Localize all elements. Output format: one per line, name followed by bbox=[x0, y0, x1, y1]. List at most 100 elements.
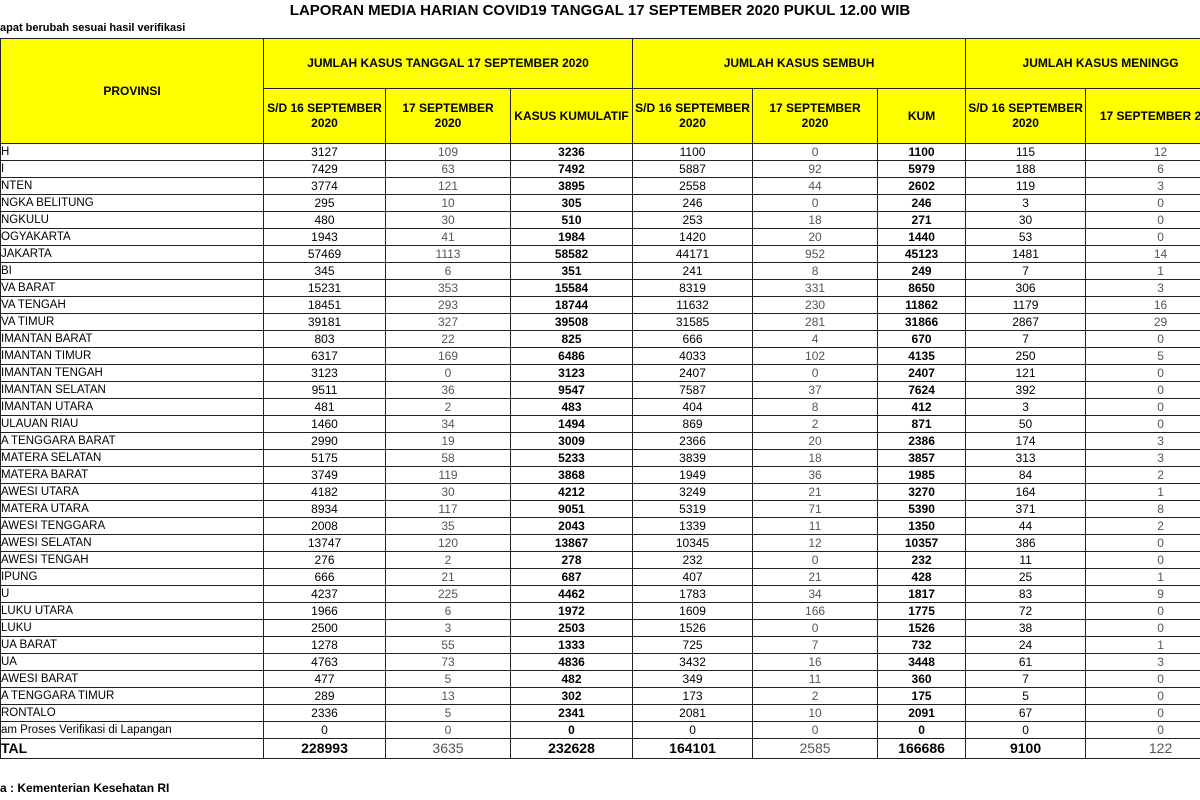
cell: 293 bbox=[385, 296, 511, 314]
cell: 1526 bbox=[632, 619, 754, 637]
cell: 5 bbox=[385, 670, 511, 688]
cell: 1984 bbox=[509, 228, 634, 246]
cell: 8 bbox=[752, 398, 879, 416]
cell: 3123 bbox=[509, 364, 634, 382]
cell: 1817 bbox=[877, 585, 967, 603]
cell: 4 bbox=[752, 330, 879, 348]
cell: 1 bbox=[1085, 262, 1200, 280]
cell: 0 bbox=[263, 721, 386, 739]
cell: 351 bbox=[509, 262, 634, 280]
cell: 1420 bbox=[632, 228, 754, 246]
province: IMANTAN UTARA bbox=[0, 398, 264, 416]
cell: 7624 bbox=[877, 381, 967, 399]
cell: 13867 bbox=[509, 534, 634, 552]
cell: 1966 bbox=[263, 602, 386, 620]
cell: 0 bbox=[1085, 619, 1200, 637]
cell: 4033 bbox=[632, 347, 754, 365]
cell: 10357 bbox=[877, 534, 967, 552]
cell: 6 bbox=[385, 262, 511, 280]
cell: 37 bbox=[752, 381, 879, 399]
cell: 2091 bbox=[877, 704, 967, 722]
cell: 407 bbox=[632, 568, 754, 586]
cell: 3432 bbox=[632, 653, 754, 671]
cell: 0 bbox=[1085, 721, 1200, 739]
cell: 1 bbox=[1085, 483, 1200, 501]
cell: 4763 bbox=[263, 653, 386, 671]
cell: 480 bbox=[263, 211, 386, 229]
cell: 2341 bbox=[509, 704, 634, 722]
cell: 353 bbox=[385, 279, 511, 297]
cell: 0 bbox=[752, 551, 879, 569]
cell: 1440 bbox=[877, 228, 967, 246]
column-header: S/D 16 SEPTEMBER 2020 bbox=[263, 88, 386, 144]
province: I bbox=[0, 160, 264, 178]
cell: 5 bbox=[1085, 347, 1200, 365]
cell: 4212 bbox=[509, 483, 634, 501]
cell: 10 bbox=[385, 194, 511, 212]
group-header: JUMLAH KASUS SEMBUH bbox=[632, 38, 967, 89]
province: H bbox=[0, 143, 264, 161]
column-header: 17 SEPTEMBER 2020 bbox=[1085, 88, 1200, 144]
cell: 0 bbox=[1085, 330, 1200, 348]
cell: 11 bbox=[752, 517, 879, 535]
cell: 483 bbox=[509, 398, 634, 416]
cell: 21 bbox=[752, 568, 879, 586]
cell: 2407 bbox=[877, 364, 967, 382]
data-row: VA TIMUR 39181 327 39508 31585 281 31866 2867 29 bbox=[0, 313, 1200, 331]
cell: 39181 bbox=[263, 313, 386, 331]
cell: 10 bbox=[752, 704, 879, 722]
cell: 7 bbox=[965, 670, 1087, 688]
cell: 8319 bbox=[632, 279, 754, 297]
province: AWESI TENGAH bbox=[0, 551, 264, 569]
cell: 1100 bbox=[632, 143, 754, 161]
cell: 0 bbox=[1085, 211, 1200, 229]
cell: 13747 bbox=[263, 534, 386, 552]
cell: 3857 bbox=[877, 449, 967, 467]
cell: 36 bbox=[385, 381, 511, 399]
cell: 392 bbox=[965, 381, 1087, 399]
cell: 55 bbox=[385, 636, 511, 654]
total-label: TAL bbox=[0, 738, 264, 759]
data-row: MATERA BARAT 3749 119 3868 1949 36 1985 84 2 bbox=[0, 466, 1200, 484]
province: MATERA SELATAN bbox=[0, 449, 264, 467]
cell: 345 bbox=[263, 262, 386, 280]
cell: 1972 bbox=[509, 602, 634, 620]
cell: 1100 bbox=[877, 143, 967, 161]
cell: 16 bbox=[752, 653, 879, 671]
cell: 371 bbox=[965, 500, 1087, 518]
cell: 3 bbox=[1085, 653, 1200, 671]
data-row: BI 345 6 351 241 8 249 7 1 bbox=[0, 262, 1200, 280]
cell: 2 bbox=[1085, 466, 1200, 484]
cell: 63 bbox=[385, 160, 511, 178]
province: NGKULU bbox=[0, 211, 264, 229]
cell: 0 bbox=[632, 721, 754, 739]
cell: 5 bbox=[965, 687, 1087, 705]
cell: 3774 bbox=[263, 177, 386, 195]
province: ULAUAN RIAU bbox=[0, 415, 264, 433]
cell: 9051 bbox=[509, 500, 634, 518]
cell: 7 bbox=[752, 636, 879, 654]
data-row: I 7429 63 7492 5887 92 5979 188 6 bbox=[0, 160, 1200, 178]
cell: 3 bbox=[1085, 432, 1200, 450]
province: LUKU bbox=[0, 619, 264, 637]
cell: 3448 bbox=[877, 653, 967, 671]
data-row: AWESI SELATAN 13747 120 13867 10345 12 10357 38… bbox=[0, 534, 1200, 552]
province: RONTALO bbox=[0, 704, 264, 722]
cell: 41 bbox=[385, 228, 511, 246]
cell: 0 bbox=[752, 364, 879, 382]
cell: 5 bbox=[385, 704, 511, 722]
cell: 16 bbox=[1085, 296, 1200, 314]
data-row: VA BARAT 15231 353 15584 8319 331 8650 306 3 bbox=[0, 279, 1200, 297]
cell: 4237 bbox=[263, 585, 386, 603]
cell: 119 bbox=[965, 177, 1087, 195]
province: IPUNG bbox=[0, 568, 264, 586]
cell: 687 bbox=[509, 568, 634, 586]
cell: 2 bbox=[752, 415, 879, 433]
cell: 3 bbox=[1085, 177, 1200, 195]
cell: 7 bbox=[965, 330, 1087, 348]
cell: 2558 bbox=[632, 177, 754, 195]
cell: 871 bbox=[877, 415, 967, 433]
cell: 57469 bbox=[263, 245, 386, 263]
cell: 12 bbox=[752, 534, 879, 552]
cell: 9547 bbox=[509, 381, 634, 399]
